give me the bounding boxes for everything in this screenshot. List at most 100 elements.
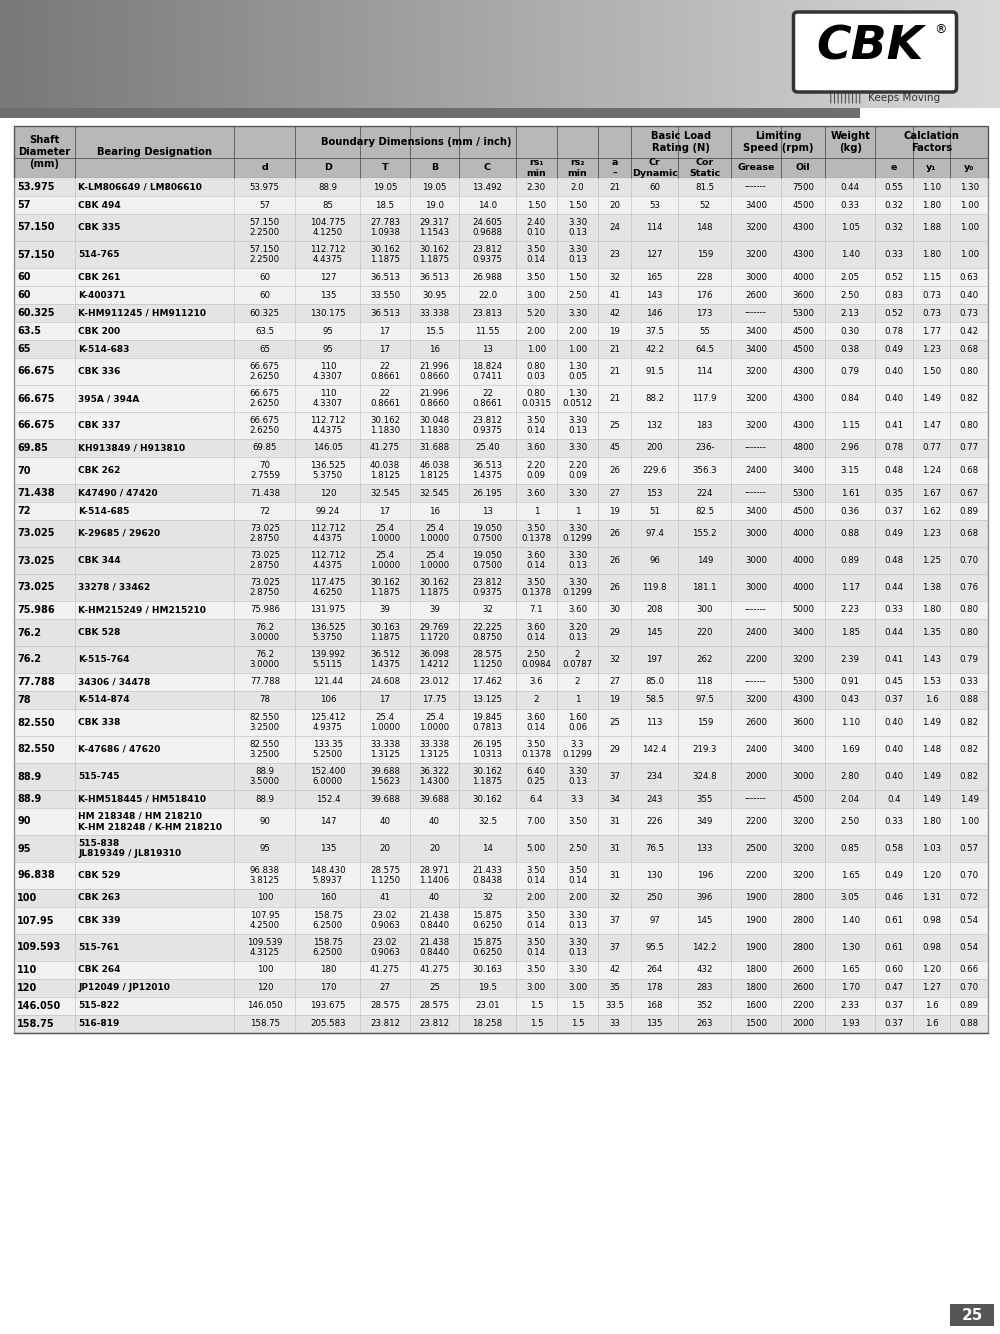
Text: 3.60
0.14: 3.60 0.14 xyxy=(527,712,546,732)
Text: 16: 16 xyxy=(429,344,440,354)
Bar xyxy=(655,0,661,108)
Bar xyxy=(14,619,988,646)
Bar xyxy=(270,0,276,108)
Bar xyxy=(45,0,51,108)
Text: 0.33: 0.33 xyxy=(884,249,903,259)
Text: 82.550
3.2500: 82.550 3.2500 xyxy=(250,712,280,732)
Text: 21.438
0.8440: 21.438 0.8440 xyxy=(419,911,450,930)
Text: 1.00: 1.00 xyxy=(960,223,979,232)
Text: 3.50
0.14: 3.50 0.14 xyxy=(527,416,546,435)
Bar xyxy=(575,0,581,108)
Text: 3.50
0.1378: 3.50 0.1378 xyxy=(521,740,551,759)
Text: 3000: 3000 xyxy=(745,556,767,566)
Text: Boundary Dimensions (mm / inch): Boundary Dimensions (mm / inch) xyxy=(321,137,511,147)
Bar xyxy=(980,0,986,108)
Text: 0.49: 0.49 xyxy=(884,344,903,354)
Text: 60.325: 60.325 xyxy=(250,308,280,317)
Text: 21.996
0.8660: 21.996 0.8660 xyxy=(419,388,450,408)
Text: 25.4
1.0000: 25.4 1.0000 xyxy=(370,524,400,543)
Text: 3.30
0.13: 3.30 0.13 xyxy=(568,551,587,570)
Text: 0.66: 0.66 xyxy=(960,966,979,975)
Text: 63.5: 63.5 xyxy=(17,325,41,336)
Text: 60: 60 xyxy=(17,272,30,281)
Text: K-LM806649 / LM806610: K-LM806649 / LM806610 xyxy=(78,183,202,192)
Text: 19.05: 19.05 xyxy=(373,183,397,192)
Text: 73.025
2.8750: 73.025 2.8750 xyxy=(250,524,280,543)
Bar xyxy=(14,547,988,574)
Text: K-29685 / 29620: K-29685 / 29620 xyxy=(78,530,160,538)
Text: 4500: 4500 xyxy=(792,344,814,354)
Bar xyxy=(14,321,988,340)
Text: 76.5: 76.5 xyxy=(645,844,664,852)
Text: 32.5: 32.5 xyxy=(478,816,497,826)
Bar xyxy=(825,0,831,108)
Text: 57.150
2.2500: 57.150 2.2500 xyxy=(250,245,280,264)
Text: 135: 135 xyxy=(320,291,336,300)
Text: 1.27: 1.27 xyxy=(922,983,941,992)
Text: 2.00: 2.00 xyxy=(568,327,587,335)
Text: 21.433
0.8438: 21.433 0.8438 xyxy=(472,866,503,886)
Text: 112.712
4.4375: 112.712 4.4375 xyxy=(310,245,346,264)
Bar xyxy=(200,0,206,108)
Text: 17: 17 xyxy=(379,327,390,335)
Text: 3200: 3200 xyxy=(792,816,814,826)
Text: 120: 120 xyxy=(257,983,273,992)
Text: 3200: 3200 xyxy=(745,223,767,232)
Text: 3600: 3600 xyxy=(792,291,814,300)
Bar xyxy=(35,0,41,108)
Text: 0.80: 0.80 xyxy=(960,628,979,638)
Text: 30.95: 30.95 xyxy=(422,291,447,300)
Text: -------: ------- xyxy=(745,795,767,803)
Text: 1.05: 1.05 xyxy=(841,223,860,232)
Text: 1.69: 1.69 xyxy=(841,744,860,754)
Text: 2.96: 2.96 xyxy=(841,443,860,452)
Bar xyxy=(755,0,761,108)
Text: 26: 26 xyxy=(609,556,620,566)
Text: 0.32: 0.32 xyxy=(884,223,903,232)
Bar xyxy=(14,691,988,708)
Text: 19.5: 19.5 xyxy=(478,983,497,992)
Text: 36.513: 36.513 xyxy=(419,272,450,281)
Text: 19.050
0.7500: 19.050 0.7500 xyxy=(472,551,503,570)
Text: 88.9: 88.9 xyxy=(17,771,41,782)
Text: 1800: 1800 xyxy=(745,966,767,975)
Text: 0.60: 0.60 xyxy=(884,966,903,975)
Text: 42: 42 xyxy=(609,308,620,317)
Bar xyxy=(265,0,271,108)
Text: 109.593: 109.593 xyxy=(17,943,61,952)
Text: 39.688: 39.688 xyxy=(370,795,400,803)
Text: 219.3: 219.3 xyxy=(693,744,717,754)
Text: 1800: 1800 xyxy=(745,983,767,992)
Bar xyxy=(470,0,476,108)
Text: 76.2
3.0000: 76.2 3.0000 xyxy=(250,623,280,642)
Bar xyxy=(515,0,521,108)
Text: 158.75
6.2500: 158.75 6.2500 xyxy=(313,938,343,958)
Text: -------: ------- xyxy=(745,308,767,317)
Text: 23: 23 xyxy=(609,249,620,259)
Text: 2.13: 2.13 xyxy=(841,308,860,317)
Text: 95: 95 xyxy=(322,327,333,335)
Bar xyxy=(14,358,988,386)
Text: 0.98: 0.98 xyxy=(922,916,941,924)
Bar xyxy=(10,0,16,108)
Bar xyxy=(14,672,988,691)
Bar xyxy=(415,0,421,108)
Text: 1: 1 xyxy=(534,507,539,515)
Text: 0.54: 0.54 xyxy=(960,916,979,924)
Text: 0.33: 0.33 xyxy=(884,606,903,615)
Bar xyxy=(285,0,291,108)
Text: 73.025
2.8750: 73.025 2.8750 xyxy=(250,578,280,598)
Text: 40: 40 xyxy=(429,816,440,826)
Text: 1.6: 1.6 xyxy=(925,1002,938,1010)
Text: 66.675: 66.675 xyxy=(17,367,54,376)
Bar xyxy=(495,0,501,108)
Text: 3600: 3600 xyxy=(792,718,814,727)
Bar xyxy=(845,0,851,108)
Text: 3.50
0.14: 3.50 0.14 xyxy=(527,245,546,264)
Bar xyxy=(390,0,396,108)
Text: 170: 170 xyxy=(320,983,336,992)
Text: 1.65: 1.65 xyxy=(841,871,860,880)
Bar xyxy=(205,0,211,108)
Bar xyxy=(475,0,481,108)
Text: JP12049 / JP12010: JP12049 / JP12010 xyxy=(78,983,170,992)
